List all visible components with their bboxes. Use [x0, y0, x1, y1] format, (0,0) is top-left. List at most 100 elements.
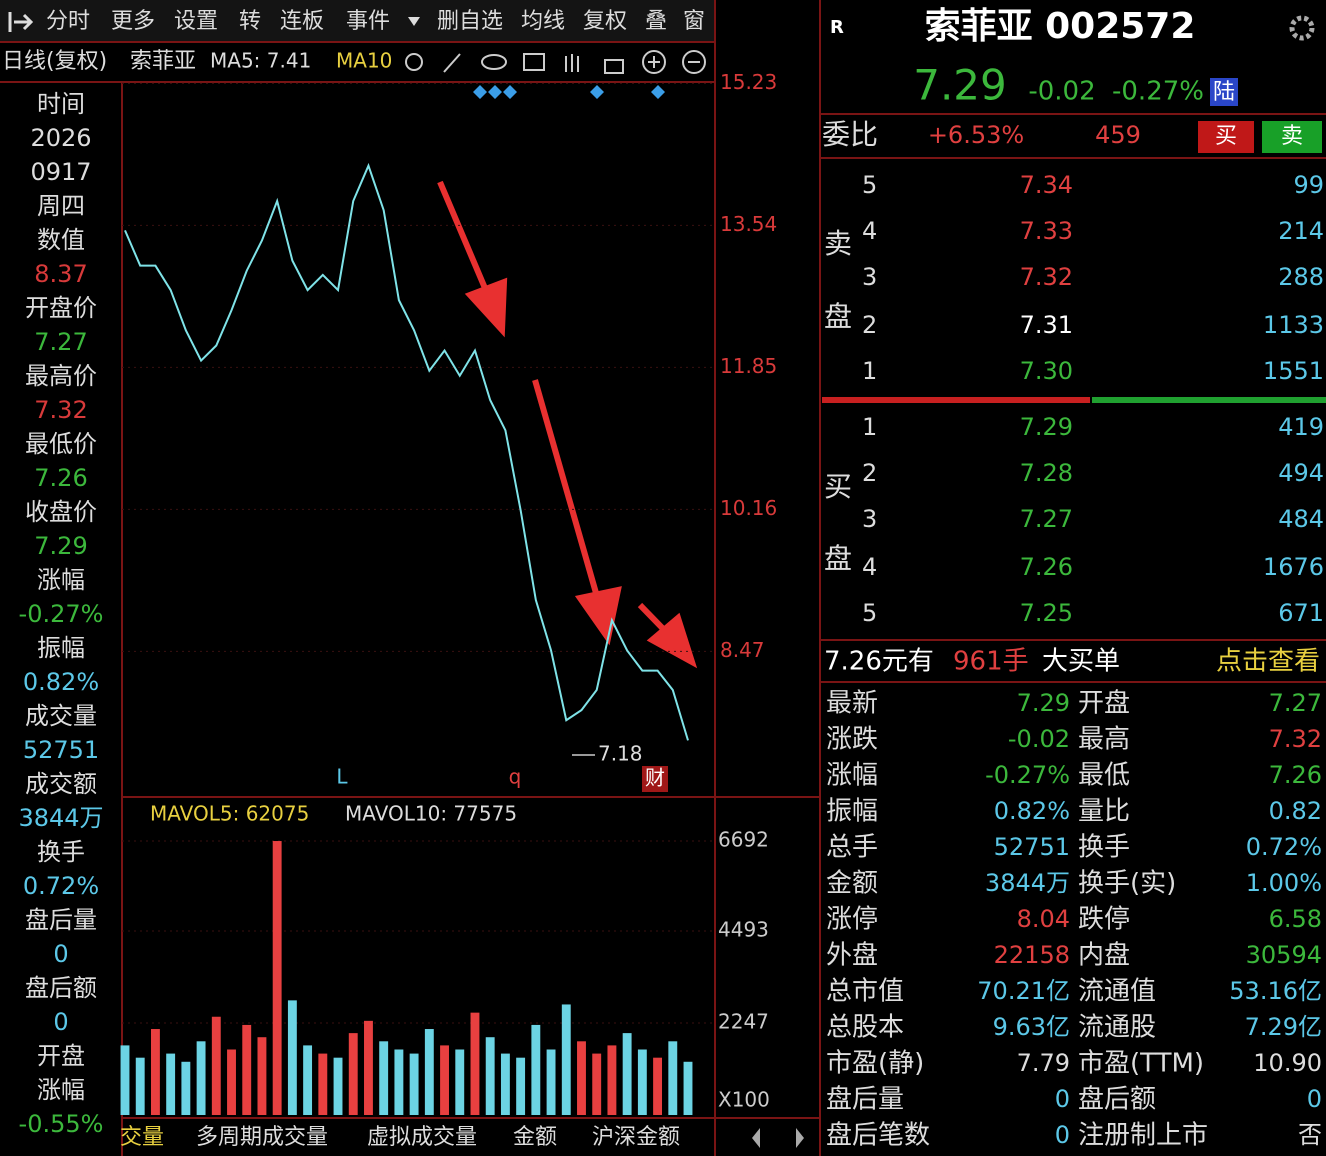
toolbar-item[interactable]: 更多 — [111, 9, 155, 34]
diamond[interactable] — [473, 85, 665, 99]
volume-bar — [409, 1053, 419, 1115]
book-level: 3 — [862, 505, 877, 533]
lock-icon[interactable] — [604, 59, 624, 74]
volume-bar — [683, 1061, 693, 1115]
tab[interactable]: 金额 — [513, 1125, 557, 1150]
price-tick-label: 13.54 — [720, 212, 777, 236]
book-volume: 1676 — [1263, 553, 1324, 581]
toolbar-item[interactable]: 连板 — [280, 9, 324, 34]
price-tick-label: 8.47 — [720, 638, 765, 662]
toolbar-item[interactable]: 转 — [239, 9, 261, 34]
toolbar-item[interactable]: 事件 — [346, 9, 390, 34]
chart-marker: 财 — [645, 766, 665, 790]
tab[interactable]: 交量 — [120, 1125, 164, 1150]
stat-value: 7.29亿 — [1245, 1013, 1322, 1041]
book-price: 7.25 — [1020, 599, 1073, 627]
price-tick-label: 11.85 — [720, 354, 777, 378]
quote-title: 索菲亚 002572 — [925, 6, 1196, 47]
book-level: 1 — [862, 357, 877, 385]
volume-bar — [181, 1061, 191, 1115]
volume-bar — [424, 1029, 434, 1115]
info-text: 时间 — [37, 90, 85, 118]
stat-label: 总手 — [826, 833, 878, 863]
dropdown-icon[interactable] — [408, 17, 420, 26]
chart-marker: L — [336, 765, 348, 789]
volume-tick-label: 4493 — [718, 918, 769, 942]
settings-icon[interactable] — [405, 53, 423, 71]
price-tick-label: 15.23 — [720, 70, 777, 94]
buy-button[interactable] — [1198, 121, 1254, 153]
hand-icon[interactable] — [565, 54, 579, 72]
draw-icon[interactable] — [443, 53, 461, 73]
volume-bar — [364, 1020, 373, 1115]
zoom-out-icon[interactable] — [682, 50, 706, 74]
tab[interactable]: 多周期成交量 — [196, 1125, 328, 1150]
sell-button[interactable] — [1262, 121, 1322, 153]
tab[interactable]: 虚拟成交量 — [367, 1125, 477, 1150]
book-level: 3 — [862, 263, 877, 291]
quote-price: 7.29 — [913, 61, 1007, 110]
tab[interactable]: 沪深金额 — [592, 1125, 680, 1150]
stat-value: 7.27 — [1269, 689, 1322, 717]
book-price: 7.32 — [1020, 263, 1073, 291]
volume-bar — [150, 1029, 160, 1115]
info-text: 0 — [53, 940, 68, 968]
sell-label[interactable]: 卖 — [1281, 124, 1303, 149]
volume-bar — [485, 1037, 495, 1115]
book-level: 5 — [862, 599, 877, 627]
toolbar-icon[interactable] — [8, 12, 34, 32]
book-label: 盘 — [824, 300, 852, 333]
stat-value: 7.79 — [1017, 1049, 1070, 1077]
volume-bar — [561, 1004, 571, 1115]
price-tick-label: 10.16 — [720, 496, 777, 520]
stat-value: 0 — [1055, 1121, 1070, 1149]
info-text: 开盘 — [37, 1042, 85, 1070]
volume-bar — [622, 1033, 632, 1115]
buy-label[interactable]: 买 — [1215, 124, 1237, 149]
stat-label: 外盘 — [826, 941, 878, 971]
stat-value: 7.29 — [1017, 689, 1070, 717]
volume-bar — [120, 1045, 130, 1115]
info-text: 0.82% — [23, 668, 99, 696]
info-text: 最低价 — [25, 430, 97, 458]
info-text: 涨幅 — [37, 1076, 85, 1104]
book-level: 4 — [862, 217, 877, 245]
toolbar-item[interactable]: 复权 — [583, 9, 627, 34]
info-text: 0917 — [30, 158, 91, 186]
volume-bar — [196, 1041, 206, 1115]
zoom-in-icon[interactable] — [642, 50, 666, 74]
stat-label: 最高 — [1078, 725, 1130, 755]
stat-value: 9.63亿 — [993, 1013, 1070, 1041]
volume-bar — [394, 1049, 404, 1115]
info-text: -0.27% — [19, 600, 104, 628]
stat-label: 开盘 — [1078, 689, 1130, 719]
big-order-text[interactable]: 点击查看 — [1216, 647, 1320, 677]
toolbar-item[interactable]: 叠 — [645, 9, 667, 34]
chart-marker: q — [509, 765, 522, 789]
stat-label: 盘后笔数 — [826, 1121, 930, 1151]
ratio-pct: +6.53% — [928, 121, 1024, 149]
arrow-shaft — [532, 379, 601, 601]
book-label: 卖 — [824, 227, 852, 260]
volume-bar — [287, 1000, 297, 1115]
info-text: 盘后额 — [25, 974, 97, 1002]
stat-label: 内盘 — [1078, 941, 1130, 971]
toolbar-item[interactable]: 删自选 — [437, 9, 503, 34]
info-text: 振幅 — [37, 634, 85, 662]
big-order-text: 7.26元有 — [824, 647, 934, 677]
volume-bar — [379, 1041, 389, 1115]
toolbar-item[interactable]: 设置 — [174, 9, 218, 34]
ratio-label: 委比 — [822, 118, 878, 151]
eye-icon[interactable] — [481, 54, 507, 70]
gear-icon[interactable] — [1289, 15, 1315, 41]
info-text: 换手 — [37, 838, 85, 866]
toolbar-item[interactable]: 均线 — [521, 9, 565, 34]
toolbar-item[interactable]: 窗 — [683, 9, 705, 34]
volume-bar — [227, 1049, 236, 1115]
ratio-diff: 459 — [1095, 121, 1141, 149]
box-icon[interactable] — [523, 53, 545, 71]
volume-tick-label: 6692 — [718, 828, 769, 852]
book-level: 2 — [862, 459, 877, 487]
toolbar-item[interactable]: 分时 — [46, 9, 90, 34]
